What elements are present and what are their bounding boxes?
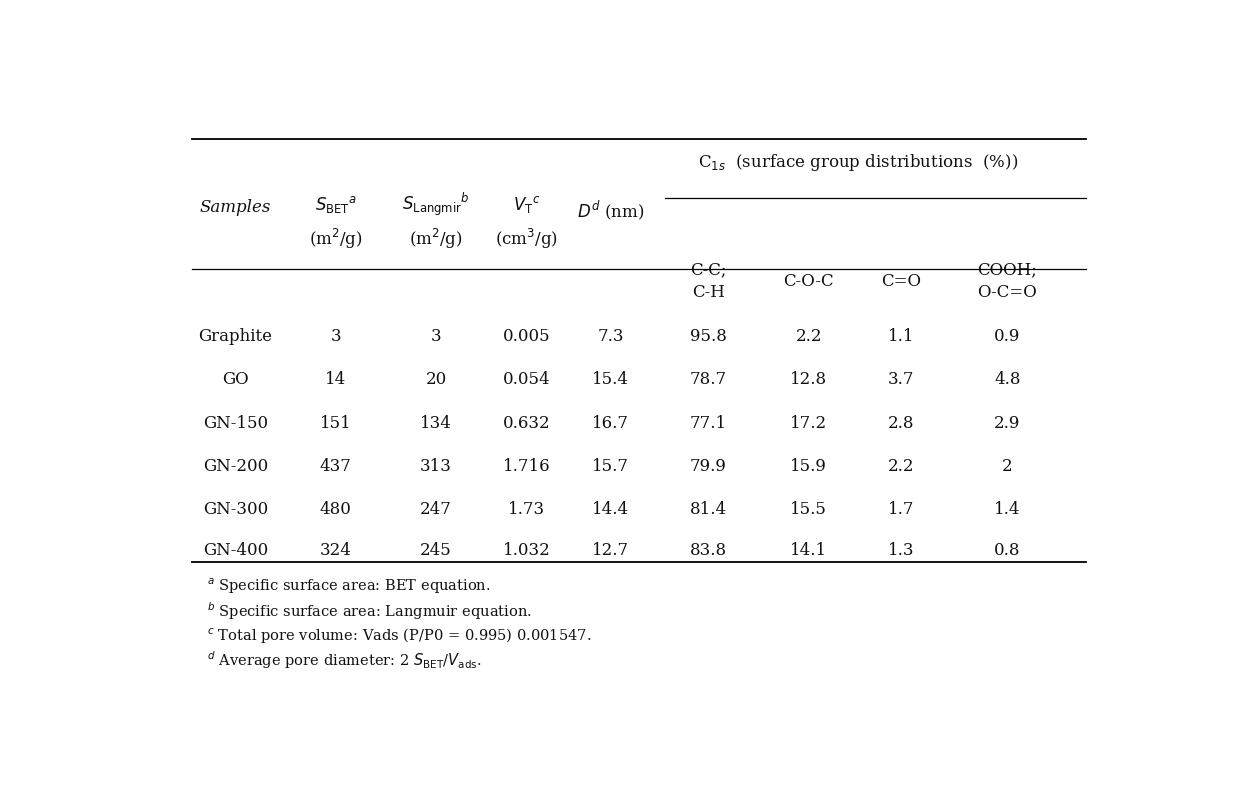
Text: 1.716: 1.716 [503,457,551,475]
Text: (cm$^3$/g): (cm$^3$/g) [496,227,559,252]
Text: Graphite: Graphite [199,328,272,345]
Text: 0.005: 0.005 [503,328,551,345]
Text: 2: 2 [1002,457,1012,475]
Text: C-H: C-H [692,284,725,300]
Text: 12.7: 12.7 [592,542,630,559]
Text: 151: 151 [319,414,351,432]
Text: 0.054: 0.054 [503,372,551,388]
Text: 20: 20 [425,372,446,388]
Text: 0.8: 0.8 [994,542,1021,559]
Text: 1.1: 1.1 [888,328,915,345]
Text: 83.8: 83.8 [689,542,727,559]
Text: 95.8: 95.8 [690,328,726,345]
Text: 1.4: 1.4 [994,501,1021,518]
Text: COOH;: COOH; [978,262,1037,279]
Text: (m$^2$/g): (m$^2$/g) [409,227,462,252]
Text: GN-400: GN-400 [202,542,268,559]
Text: C$_{1s}$  (surface group distributions  (%)): C$_{1s}$ (surface group distributions (%… [698,151,1018,172]
Text: 4.8: 4.8 [994,372,1021,388]
Text: 2.8: 2.8 [888,414,915,432]
Text: 2.2: 2.2 [888,457,915,475]
Text: $^b$ Specific surface area: Langmuir equation.: $^b$ Specific surface area: Langmuir equ… [207,600,531,622]
Text: $D^d$ (nm): $D^d$ (nm) [577,199,645,222]
Text: 324: 324 [319,542,351,559]
Text: $^d$ Average pore diameter: 2 $S_{\rm BET}$/$V_{\rm ads}$.: $^d$ Average pore diameter: 2 $S_{\rm BE… [207,650,481,671]
Text: 77.1: 77.1 [689,414,727,432]
Text: 14.4: 14.4 [592,501,630,518]
Text: $V_{\rm T}$$^c$: $V_{\rm T}$$^c$ [513,194,540,215]
Text: 15.5: 15.5 [790,501,827,518]
Text: 3: 3 [330,328,342,345]
Text: 3: 3 [430,328,441,345]
Text: C-O-C: C-O-C [783,272,834,290]
Text: C=O: C=O [882,272,921,290]
Text: 247: 247 [420,501,453,518]
Text: GN-200: GN-200 [202,457,268,475]
Text: 14: 14 [326,372,346,388]
Text: $^c$ Total pore volume: Vads (P/P0 = 0.995) 0.001547.: $^c$ Total pore volume: Vads (P/P0 = 0.9… [207,626,591,646]
Text: 79.9: 79.9 [690,457,726,475]
Text: $^a$ Specific surface area: BET equation.: $^a$ Specific surface area: BET equation… [207,577,491,596]
Text: 17.2: 17.2 [790,414,827,432]
Text: 245: 245 [420,542,453,559]
Text: 15.4: 15.4 [592,372,629,388]
Text: 134: 134 [420,414,453,432]
Text: 480: 480 [319,501,351,518]
Text: O-C=O: O-C=O [978,284,1037,300]
Text: 3.7: 3.7 [888,372,915,388]
Text: 2.2: 2.2 [795,328,822,345]
Text: C-C;: C-C; [690,262,726,279]
Text: 14.1: 14.1 [790,542,827,559]
Text: 1.3: 1.3 [888,542,915,559]
Text: 437: 437 [319,457,351,475]
Text: 7.3: 7.3 [598,328,624,345]
Text: $S_{\rm BET}$$^a$: $S_{\rm BET}$$^a$ [314,194,356,215]
Text: 1.032: 1.032 [503,542,551,559]
Text: 1.7: 1.7 [888,501,915,518]
Text: 12.8: 12.8 [790,372,827,388]
Text: GO: GO [222,372,249,388]
Text: GN-300: GN-300 [202,501,268,518]
Text: $S_{\rm Langmir}$$^b$: $S_{\rm Langmir}$$^b$ [402,191,470,218]
Text: Samples: Samples [200,199,271,215]
Text: 0.632: 0.632 [503,414,551,432]
Text: 81.4: 81.4 [689,501,727,518]
Text: 313: 313 [420,457,453,475]
Text: 15.7: 15.7 [592,457,629,475]
Text: 0.9: 0.9 [994,328,1021,345]
Text: 1.73: 1.73 [508,501,545,518]
Text: (m$^2$/g): (m$^2$/g) [308,227,363,252]
Text: 16.7: 16.7 [592,414,629,432]
Text: 2.9: 2.9 [994,414,1021,432]
Text: 15.9: 15.9 [790,457,827,475]
Text: 78.7: 78.7 [689,372,727,388]
Text: GN-150: GN-150 [202,414,268,432]
